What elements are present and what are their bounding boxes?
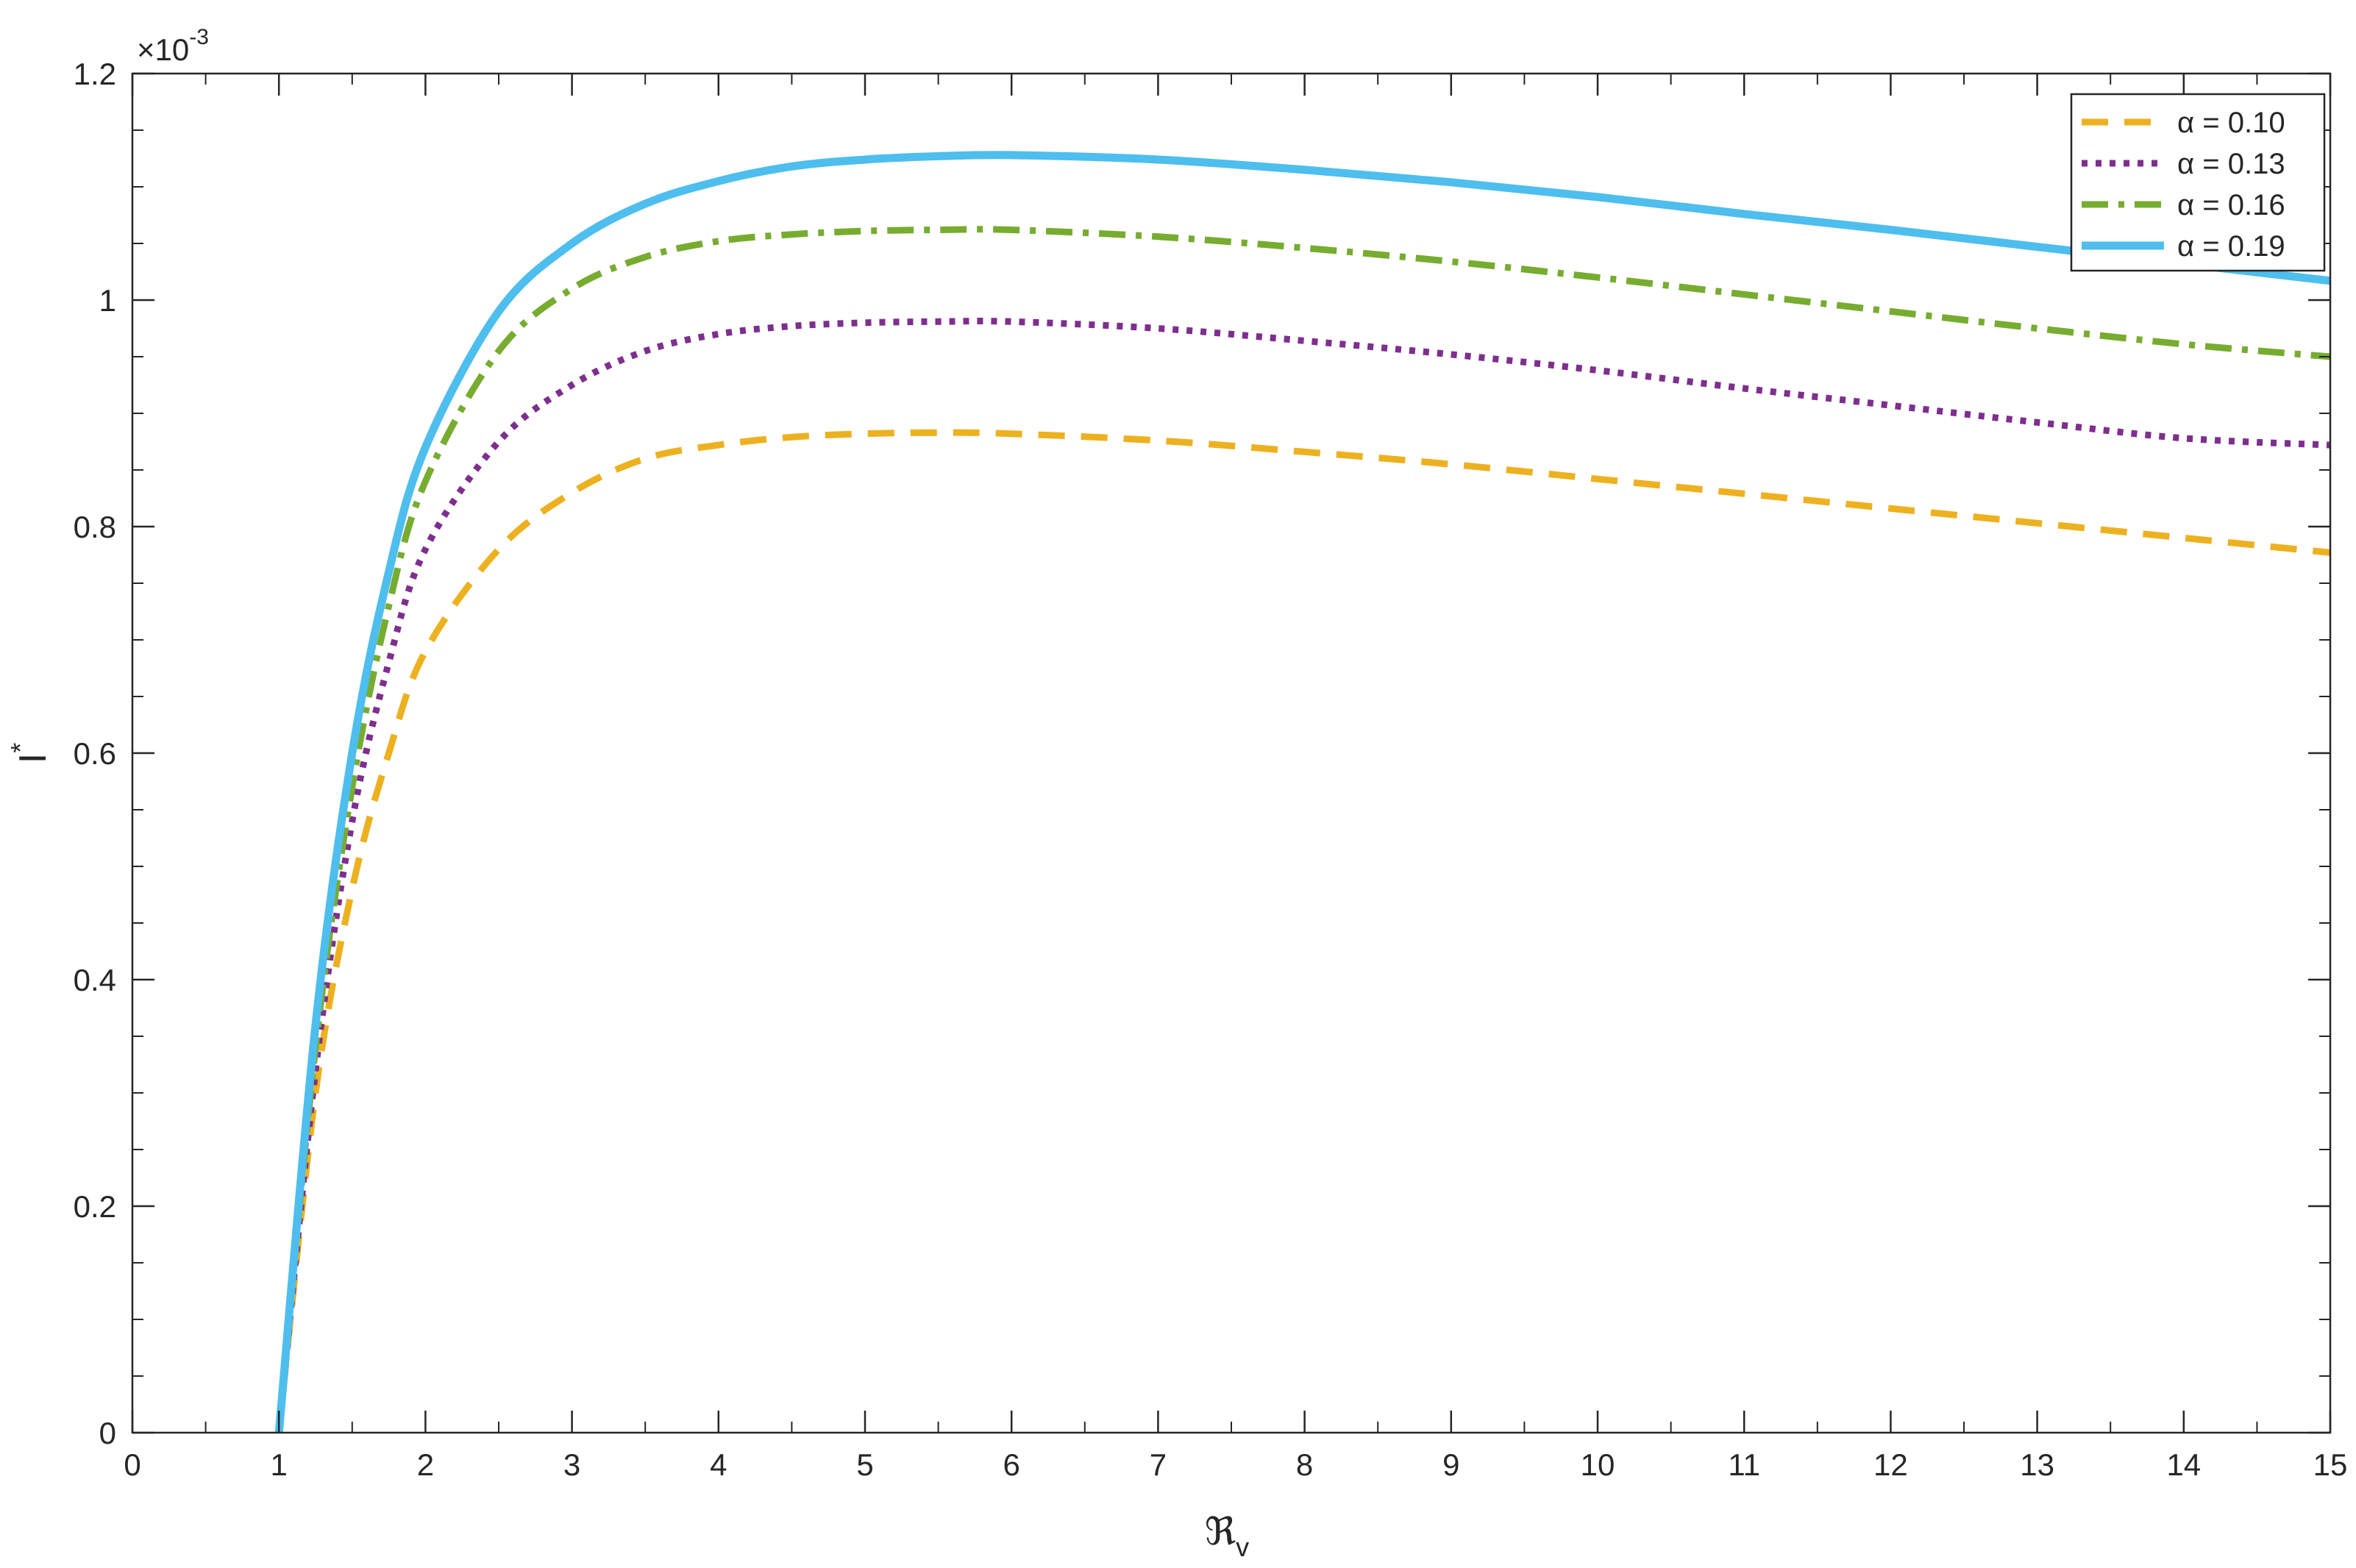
legend-label-4: α = 0.19 <box>2177 230 2285 263</box>
y-axis-label-text: I <box>12 753 54 763</box>
y-tick-label: 0.4 <box>74 963 116 997</box>
plot-area <box>132 74 2330 1433</box>
y-tick-label: 1.2 <box>74 57 116 91</box>
legend: α = 0.10 α = 0.13 α = 0.16 α = 0.19 <box>2070 93 2326 272</box>
x-tick-label: 10 <box>1581 1447 1615 1482</box>
x-tick-label: 14 <box>2166 1447 2201 1482</box>
axes-box <box>131 72 2332 1434</box>
x-tick-label: 11 <box>1728 1447 1760 1482</box>
x-tick-label: 6 <box>1003 1447 1020 1482</box>
y-axis-label: I* <box>5 743 54 763</box>
x-tick-label: 13 <box>2020 1447 2054 1482</box>
series-line-4 <box>274 151 2331 1433</box>
legend-label-1: α = 0.10 <box>2177 107 2285 139</box>
x-tick-label: 4 <box>710 1447 727 1482</box>
y-tick-label: 0.2 <box>74 1189 116 1224</box>
x-tick-label: 8 <box>1296 1447 1313 1482</box>
x-tick-label: 3 <box>563 1447 580 1482</box>
x-tick-label: 9 <box>1442 1447 1459 1482</box>
y-tick-label: 1 <box>99 283 116 318</box>
x-axis-label: ℜv <box>1205 1510 1249 1562</box>
x-tick-label: 1 <box>271 1447 288 1482</box>
y-axis-label-superscript: * <box>5 743 35 753</box>
x-tick-label: 5 <box>856 1447 873 1482</box>
x-tick-label: 2 <box>417 1447 434 1482</box>
y-multiplier-exponent: -3 <box>189 25 209 49</box>
y-tick-label: 0.8 <box>74 510 116 544</box>
legend-label-2: α = 0.13 <box>2177 148 2285 180</box>
series-layer <box>274 151 2331 1433</box>
x-tick-label: 0 <box>124 1447 140 1482</box>
svg-text:I*: I* <box>5 743 54 763</box>
legend-label-3: α = 0.16 <box>2177 189 2285 221</box>
y-tick-label: 0.6 <box>74 736 116 771</box>
y-tick-label: 0 <box>99 1416 116 1450</box>
legend-box <box>2070 93 2326 272</box>
series-line-2 <box>275 318 2331 1433</box>
x-tick-label: 7 <box>1150 1447 1167 1482</box>
x-tick-label: 15 <box>2313 1447 2348 1482</box>
series-line-1 <box>275 429 2331 1433</box>
x-axis-label-subscript: v <box>1236 1532 1249 1562</box>
y-multiplier-label: ×10-3 <box>137 25 209 67</box>
x-tick-label: 12 <box>1873 1447 1908 1482</box>
series-line-3 <box>275 226 2331 1433</box>
labels-layer: ×10-3 ℜv I* <box>5 25 1249 1562</box>
